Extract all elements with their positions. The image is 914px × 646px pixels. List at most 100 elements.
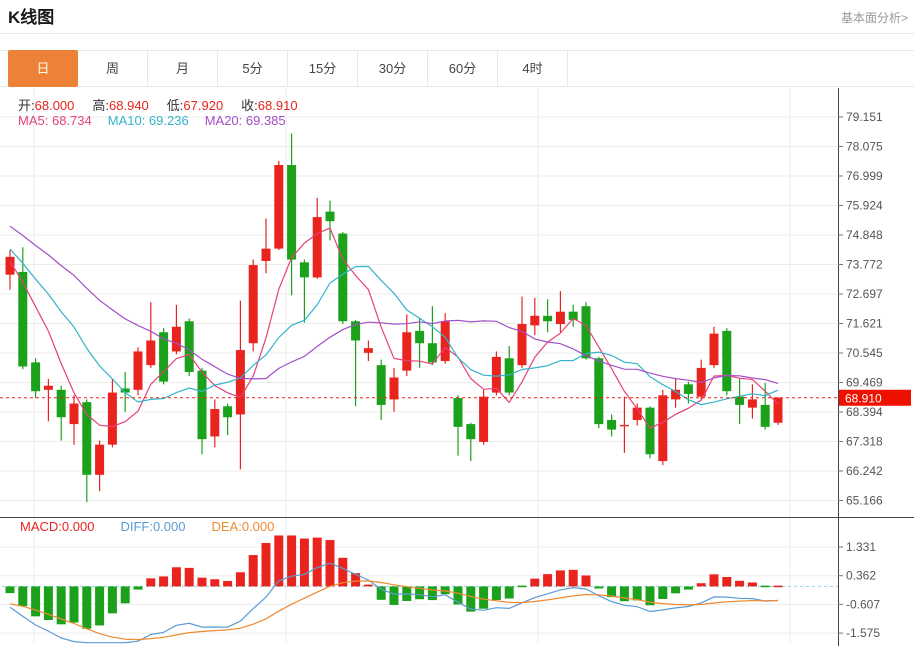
macd-bar (760, 585, 770, 588)
candle-body (31, 362, 41, 392)
macd-bar (709, 574, 719, 587)
macd-bar (658, 586, 668, 599)
macd-bar (159, 576, 169, 587)
macd-bar (146, 578, 156, 587)
tab-month[interactable]: 月 (148, 51, 218, 86)
candle-body (415, 330, 425, 344)
macd-bar (107, 586, 117, 614)
candles-group (5, 133, 783, 503)
candle-body (440, 321, 450, 362)
macd-bar (312, 537, 322, 587)
macd-bar (504, 586, 514, 599)
macd-bar (287, 535, 297, 587)
candle-body (338, 233, 348, 322)
candle-body (607, 419, 617, 430)
ma5-line (9, 227, 779, 429)
current-price-badge (839, 389, 911, 406)
diff-value: DIFF:0.000 (120, 519, 186, 534)
macd-bar (120, 586, 130, 604)
macd-bar (645, 586, 655, 606)
candle-body (517, 324, 527, 366)
axis-label: 65.166 (846, 494, 883, 508)
axis-label: 69.469 (846, 376, 883, 390)
ma10-value: MA10: 69.236 (107, 113, 189, 128)
axis-label: 79.151 (846, 110, 883, 124)
candle-body (760, 404, 770, 427)
macd-bar (18, 586, 28, 607)
macd-bar (581, 575, 591, 587)
candle-body (274, 165, 284, 249)
candle-body (223, 406, 233, 418)
fundamental-analysis-link[interactable]: 基本面分析> (840, 11, 908, 25)
macd-bar (530, 578, 540, 587)
ma20-line (9, 225, 779, 384)
candle-body (671, 389, 681, 400)
macd-bar (133, 586, 143, 590)
macd-bar (607, 586, 617, 598)
ohlc-high: 高:68.940 (92, 98, 149, 113)
macd-bar (453, 586, 463, 605)
axis-label: -1.575 (846, 626, 880, 640)
macd-bar (82, 586, 92, 629)
candle-body (555, 311, 565, 325)
macd-bar (543, 574, 553, 587)
candle-body (619, 424, 629, 427)
candle-body (543, 315, 553, 322)
macd-bar (415, 586, 425, 600)
candle-body (376, 365, 386, 405)
tab-4hour[interactable]: 4时 (498, 51, 568, 86)
axis-label: 76.999 (846, 169, 883, 183)
candle-body (69, 403, 79, 425)
macd-bar (696, 583, 706, 587)
macd-bar (389, 586, 399, 605)
candle-body (120, 388, 130, 393)
macd-bar (427, 586, 437, 601)
macd-bar (171, 567, 181, 587)
ma5-value: MA5: 68.734 (18, 113, 92, 128)
candle-body (722, 330, 732, 392)
macd-bar (722, 577, 732, 587)
macd-bar (69, 586, 79, 623)
candle-body (581, 306, 591, 359)
ohlc-legend: 开:68.000 高:68.940 低:67.920 收:68.910 (18, 95, 316, 114)
ma20-value: MA20: 69.385 (204, 113, 286, 128)
macd-bar (95, 586, 105, 626)
candle-body (312, 217, 322, 278)
macd-bar (568, 569, 578, 587)
tab-15min[interactable]: 15分 (288, 51, 358, 86)
macd-bar (619, 586, 629, 602)
tab-30min[interactable]: 30分 (358, 51, 428, 86)
macd-bar (555, 570, 565, 587)
macd-bar (223, 580, 233, 587)
tab-day[interactable]: 日 (8, 50, 78, 87)
ohlc-close: 收:68.910 (241, 98, 298, 113)
tab-5min[interactable]: 5分 (218, 51, 288, 86)
macd-bar (632, 586, 642, 601)
candle-body (133, 351, 143, 390)
macd-bar (184, 567, 194, 587)
macd-bar (299, 538, 309, 587)
candle-body (773, 397, 783, 423)
axis-label: 70.545 (846, 346, 883, 360)
macd-bar (43, 586, 53, 620)
candle-body (210, 409, 220, 437)
macd-bar (31, 586, 41, 617)
candle-body (479, 396, 489, 442)
macd-bar (683, 586, 693, 590)
candle-body (159, 332, 169, 382)
candle-body (427, 343, 437, 363)
macd-bar (363, 584, 373, 587)
macd-bar (261, 542, 271, 587)
macd-bar (376, 586, 386, 600)
macd-bar (210, 579, 220, 587)
candle-body (351, 321, 361, 341)
axis-label: 75.924 (846, 199, 883, 213)
macd-bar (338, 557, 348, 587)
candle-body (43, 385, 53, 390)
tab-week[interactable]: 周 (78, 51, 148, 86)
candle-body (146, 340, 156, 366)
macd-bar (351, 573, 361, 587)
macd-bar (466, 586, 476, 612)
tab-60min[interactable]: 60分 (428, 51, 498, 86)
